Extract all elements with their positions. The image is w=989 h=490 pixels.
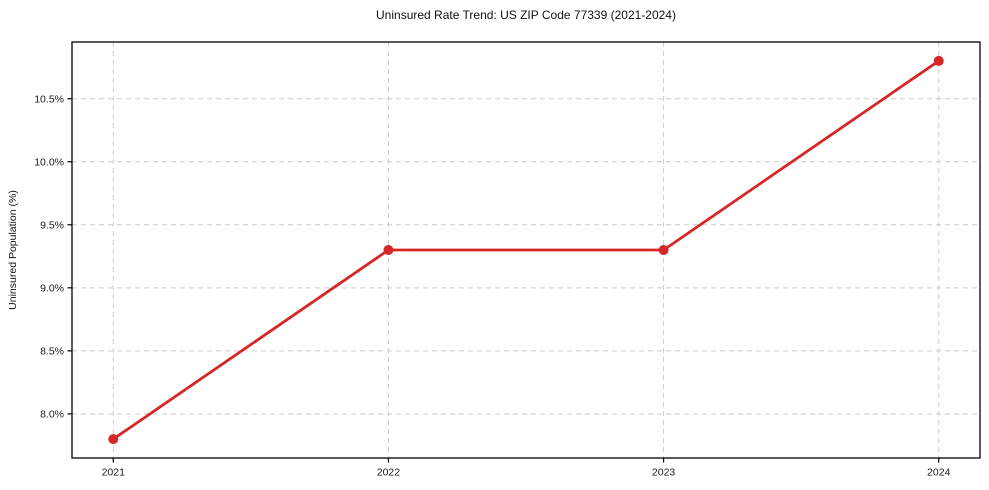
y-axis-label: Uninsured Population (%) (7, 190, 19, 310)
trend-line (111, 59, 941, 441)
chart-title: Uninsured Rate Trend: US ZIP Code 77339 … (376, 8, 676, 22)
data-point-2024 (933, 55, 944, 66)
y-tick-label: 10.5% (34, 94, 64, 106)
y-tick-label: 8.5% (40, 346, 64, 358)
x-tick-label: 2021 (102, 467, 126, 479)
x-tick-label: 2023 (652, 467, 676, 479)
y-tick-label: 9.0% (40, 283, 64, 295)
x-tick-label: 2024 (927, 467, 951, 479)
y-tick-label: 10.0% (34, 157, 64, 169)
data-point-2023 (658, 245, 669, 255)
x-tick-label: 2022 (377, 467, 401, 479)
data-point-2022 (383, 245, 394, 255)
data-point-2021 (108, 434, 119, 445)
y-tick-label: 9.5% (40, 220, 64, 232)
plot-frame (71, 41, 981, 459)
y-tick-label: 8.0% (40, 409, 64, 421)
